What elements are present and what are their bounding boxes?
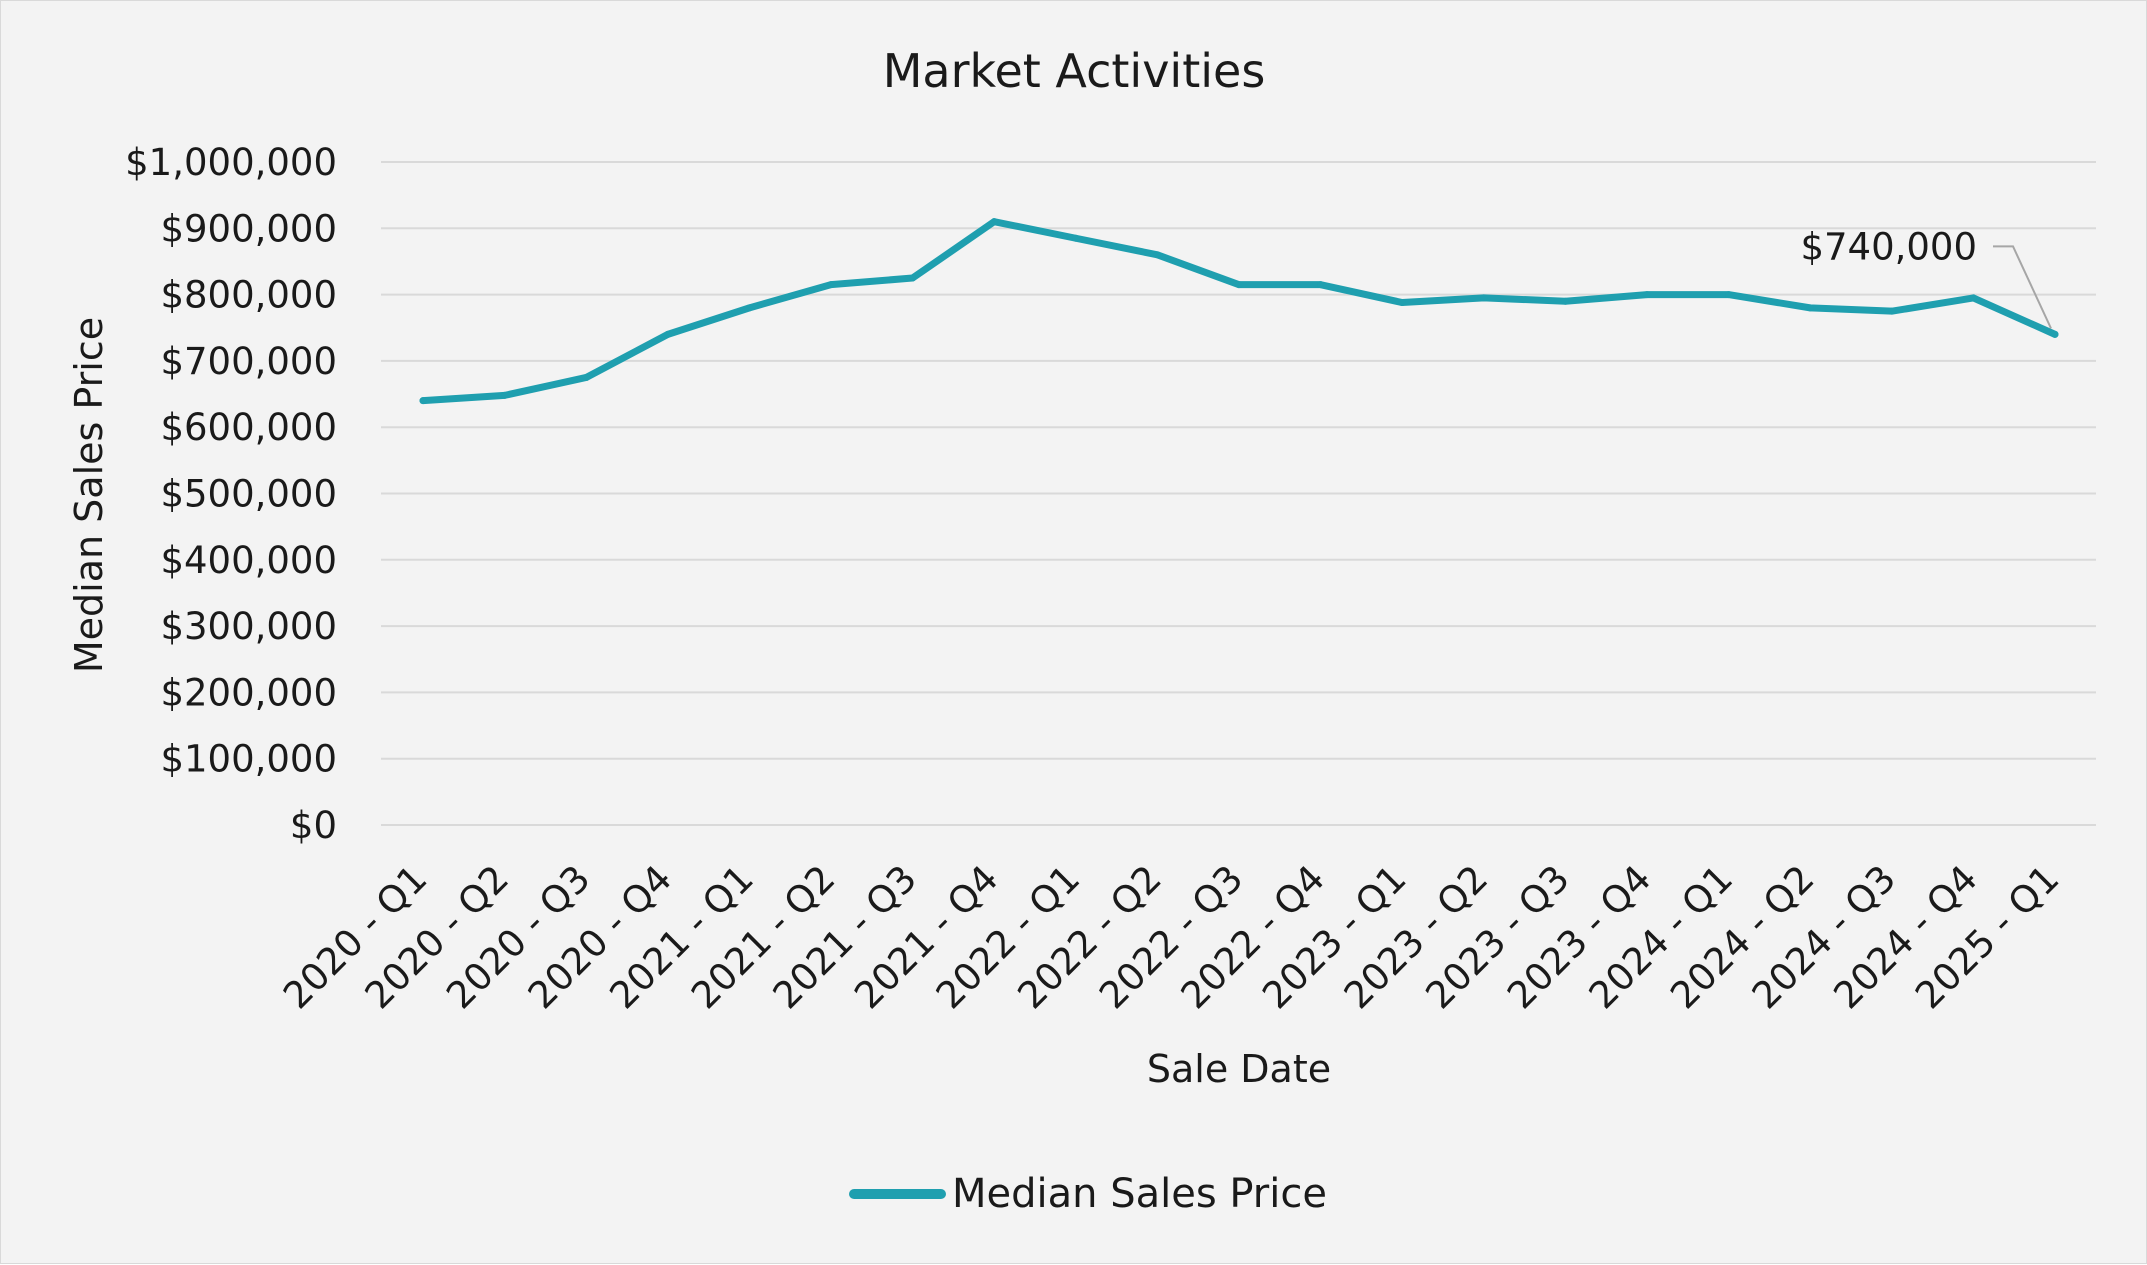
data-point — [1725, 291, 1733, 299]
data-point — [1806, 304, 1814, 312]
y-axis-title: Median Sales Price — [67, 317, 111, 673]
y-tick-label: $700,000 — [160, 340, 337, 383]
data-point — [582, 373, 590, 381]
data-label: $740,000 — [1800, 225, 1977, 268]
y-tick-label: $500,000 — [160, 473, 337, 516]
gridlines — [381, 161, 2096, 826]
y-axis-ticks: $0 $100,000 $200,000 $300,000 $400,000 $500,0… — [125, 141, 337, 847]
data-point — [419, 397, 427, 405]
data-point — [1153, 251, 1161, 259]
data-point — [1969, 294, 1977, 302]
data-point — [1561, 297, 1569, 305]
data-point — [827, 281, 835, 289]
y-tick-label: $1,000,000 — [125, 141, 337, 184]
data-point — [1480, 294, 1488, 302]
data-point — [1398, 299, 1406, 307]
data-point — [1317, 281, 1325, 289]
series-layer — [419, 218, 2059, 405]
y-tick-label: $200,000 — [160, 671, 337, 714]
data-point — [990, 218, 998, 226]
y-tick-label: $400,000 — [160, 539, 337, 582]
y-tick-label: $900,000 — [160, 207, 337, 250]
chart-title: Market Activities — [883, 44, 1266, 98]
data-point — [1643, 291, 1651, 299]
annotation-layer: $740,000 — [1800, 225, 2052, 329]
data-point — [501, 391, 509, 399]
data-point — [664, 330, 672, 338]
data-point — [745, 304, 753, 312]
legend: Median Sales Price — [849, 1171, 1327, 1217]
y-tick-label: $800,000 — [160, 274, 337, 317]
y-tick-label: $100,000 — [160, 738, 337, 781]
data-point — [1072, 234, 1080, 242]
data-point — [909, 274, 917, 282]
y-tick-label: $0 — [290, 804, 337, 847]
legend-label: Median Sales Price — [952, 1171, 1327, 1217]
data-point — [1888, 307, 1896, 315]
annotation-leader-line — [1993, 245, 2052, 329]
x-axis-title: Sale Date — [1147, 1047, 1331, 1091]
y-tick-label: $300,000 — [160, 605, 337, 648]
data-point — [2051, 330, 2059, 338]
data-point — [1235, 281, 1243, 289]
y-tick-label: $600,000 — [160, 406, 337, 449]
